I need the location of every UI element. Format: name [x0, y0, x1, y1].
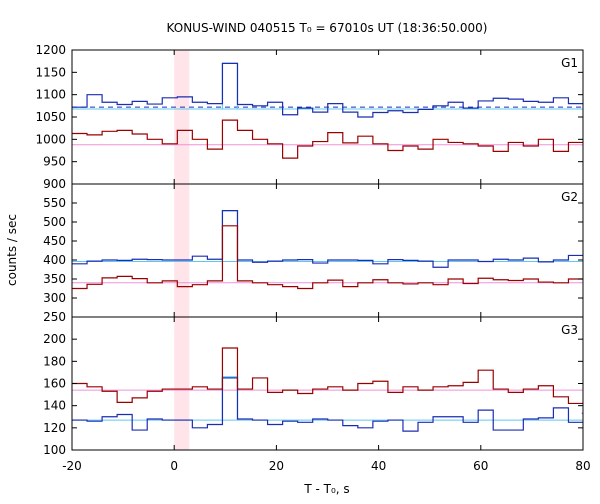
y-tick-label: 1050: [35, 110, 66, 124]
spike-bin: [221, 62, 239, 109]
y-tick-label: 400: [43, 253, 66, 267]
x-tick-label: 0: [170, 459, 178, 473]
panel-label: G1: [561, 56, 578, 70]
y-tick-label: 200: [43, 332, 66, 346]
series-background: [72, 347, 583, 405]
y-tick-label: 1100: [35, 88, 66, 102]
y-tick-label: 500: [43, 215, 66, 229]
y-tick-label: 160: [43, 377, 66, 391]
series-source: [72, 210, 583, 269]
x-tick-label: 80: [575, 459, 590, 473]
panel-frame: [71, 183, 584, 318]
y-tick-label: 250: [43, 310, 66, 324]
series-source: [72, 62, 583, 123]
panel-frame: [71, 49, 584, 185]
series-background: [72, 119, 583, 159]
y-axis-label: counts / sec: [5, 214, 19, 286]
y-tick-label: 1000: [35, 132, 66, 146]
series-source: [72, 377, 583, 432]
y-tick-label: 1200: [35, 43, 66, 57]
spike-bin: [221, 210, 239, 262]
series-background: [72, 225, 583, 290]
x-tick-label: -20: [62, 459, 82, 473]
panel-g3: 100 120 140 160 180 200 G3: [43, 316, 584, 457]
panel-plot: [72, 62, 583, 159]
y-tick-label: 1150: [35, 65, 66, 79]
y-tick-label: 140: [43, 399, 66, 413]
panel-plot: [72, 347, 583, 432]
y-tick-label: 120: [43, 421, 66, 435]
y-tick-label: 550: [43, 196, 66, 210]
x-tick-label: 20: [269, 459, 284, 473]
y-tick-label: 180: [43, 354, 66, 368]
y-tick-label: 300: [43, 291, 66, 305]
y-tick-label: 450: [43, 234, 66, 248]
spike-bin: [221, 376, 239, 421]
y-tick-label: 900: [43, 177, 66, 191]
x-tick-label: 40: [371, 459, 386, 473]
y-tick-label: 950: [43, 155, 66, 169]
x-axis-label: T - T₀, s: [303, 482, 349, 496]
highlight-band: [174, 50, 190, 450]
panel-g2: 250 300 350 400 450 500 550 G2: [43, 183, 584, 324]
x-tick-label: 60: [473, 459, 488, 473]
y-tick-label: 100: [43, 443, 66, 457]
panel-plot: [72, 210, 583, 290]
panel-label: G3: [561, 323, 578, 337]
y-tick-label: 350: [43, 272, 66, 286]
chart-title: KONUS-WIND 040515 T₀ = 67010s UT (18:36:…: [167, 21, 488, 35]
plot-area: 90095010001050110011501200G1250300350400…: [35, 43, 590, 473]
panel-label: G2: [561, 190, 578, 204]
panel-g1: 900 950 1000 1050 1100 1150 1200 G1: [35, 43, 584, 191]
